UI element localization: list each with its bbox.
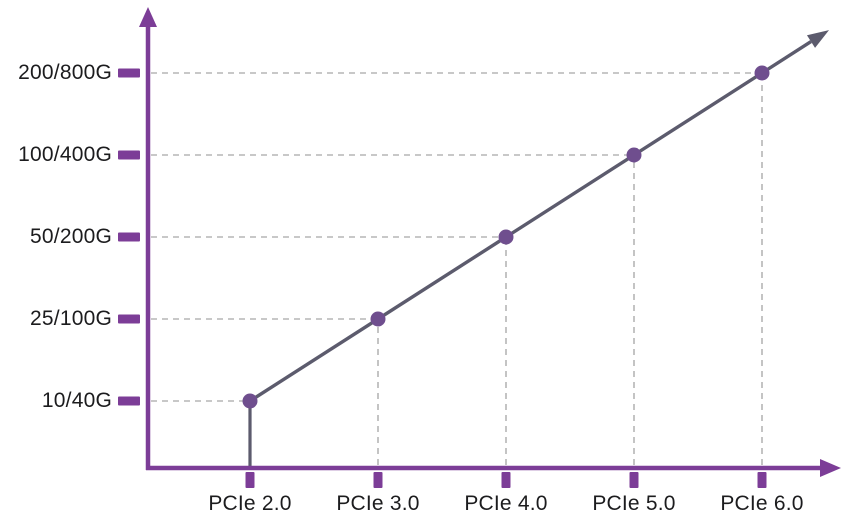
y-tick-label-25-100g: 25/100G xyxy=(30,307,112,330)
x-tick-label-pcie-2-0: PCIe 2.0 xyxy=(208,492,292,515)
y-tick-label-10-40g: 10/40G xyxy=(41,389,112,412)
y-tick-label-200-800g: 200/800G xyxy=(18,61,112,84)
y-tick-label-50-200g: 50/200G xyxy=(30,225,112,248)
x-tick-label-pcie-4-0: PCIe 4.0 xyxy=(464,492,548,515)
x-tick-label-pcie-3-0: PCIe 3.0 xyxy=(336,492,420,515)
x-tick-label-pcie-6-0: PCIe 6.0 xyxy=(720,492,804,515)
y-tick-label-100-400g: 100/400G xyxy=(18,143,112,166)
x-tick-label-pcie-5-0: PCIe 5.0 xyxy=(592,492,676,515)
